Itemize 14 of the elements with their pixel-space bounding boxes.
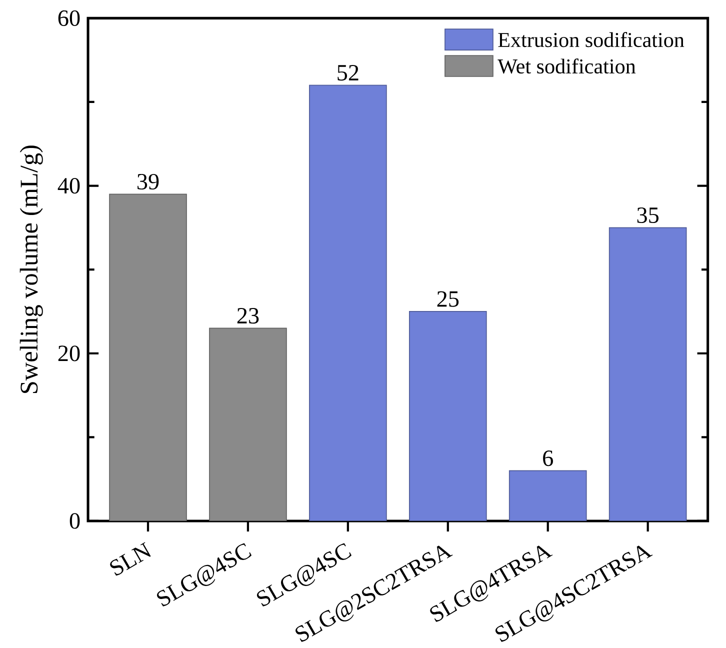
y-tick-label: 60 bbox=[58, 10, 80, 26]
data-label: 23 bbox=[237, 308, 259, 324]
x-tick-label: SLN bbox=[110, 542, 151, 576]
data-label: 39 bbox=[138, 174, 159, 190]
data-label: 6 bbox=[543, 450, 553, 466]
y-tick-label: 0 bbox=[70, 513, 80, 529]
y-tick-label: 20 bbox=[58, 346, 80, 362]
legend-label: Extrusion sodification bbox=[498, 32, 684, 48]
data-label: 35 bbox=[637, 207, 659, 224]
y-axis-title: Swelling volume (mL/g) bbox=[20, 146, 43, 393]
y-tick-label: 40 bbox=[58, 178, 80, 194]
data-label: 52 bbox=[338, 65, 358, 81]
data-label: 25 bbox=[437, 291, 459, 307]
legend-label: Wet sodification bbox=[498, 58, 636, 74]
